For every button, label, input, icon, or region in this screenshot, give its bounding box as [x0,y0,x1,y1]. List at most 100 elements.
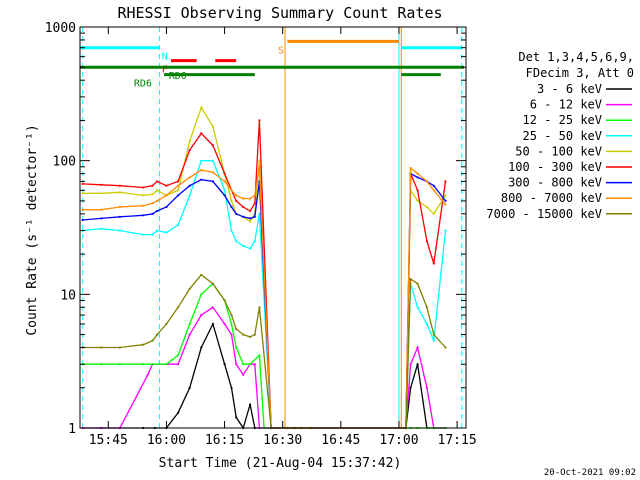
data-point [409,386,412,389]
data-point [156,209,159,213]
data-point [230,189,233,192]
legend-label-1: 6 - 12 keV [530,98,602,112]
data-point [230,205,233,209]
y-tick-label-0: 1 [68,422,76,437]
data-point [409,167,412,170]
data-point [188,322,191,326]
legend-label-6: 300 - 800 keV [508,176,602,190]
data-point [211,282,214,285]
legend-label-7: 800 - 7000 keV [501,191,602,205]
axis-tick-layer: 15:45 16:00 16:15 16:30 16:45 17:00 17:15 1 10 10… [45,21,477,448]
data-point [409,363,412,366]
data-point [177,354,180,357]
data-point [100,183,103,186]
data-point [235,212,238,215]
data-point [177,363,180,366]
data-point [165,322,168,326]
state-bar-label-1: F [162,65,168,76]
data-point [223,172,226,175]
data-point [211,144,214,147]
state-bar-label-3: RD0 [169,71,187,82]
data-point [81,182,84,185]
data-point [425,322,428,326]
data-point [235,199,238,202]
footer-date: 20-Oct-2021 09:02 [544,468,636,478]
state-bar-label-4: RD6 [134,79,152,90]
data-point [211,159,214,162]
data-point [151,212,154,215]
data-point [432,184,435,187]
data-point [223,180,226,183]
legend-label-4: 50 - 100 keV [515,144,602,158]
legend-label-3: 25 - 50 keV [523,129,602,143]
x-tick-label-3: 16:30 [263,433,302,448]
data-point [242,244,245,248]
data-point [223,194,226,197]
x-tick-label-5: 17:00 [379,433,418,448]
data-point [230,229,233,232]
data-point [188,386,191,389]
data-point [151,202,154,205]
data-point [118,184,121,187]
x-axis-label: Start Time (21-Aug-04 15:37:42) [159,456,402,471]
data-point [142,343,145,346]
data-point [156,199,159,202]
data-point [223,363,226,366]
data-point [444,346,447,349]
data-point [249,197,252,200]
data-point [249,220,252,223]
data-point [258,119,261,122]
data-point [200,178,203,181]
data-point [223,322,226,326]
data-point [425,386,428,389]
data-point [242,215,245,218]
data-point [118,215,121,218]
data-point [165,184,168,187]
data-point [416,172,419,175]
data-point [156,180,159,183]
data-point [230,322,233,326]
data-point [188,184,191,187]
data-point [188,176,191,179]
data-point [242,363,245,366]
data-point [249,247,252,250]
data-point [188,287,191,290]
data-point [425,240,428,243]
data-point [258,306,261,309]
data-point [177,194,180,197]
x-tick-label-2: 16:15 [205,433,244,448]
data-point [444,180,447,183]
data-point [200,169,203,172]
data-point [425,180,428,183]
data-point [151,233,154,236]
data-point [177,180,180,183]
data-point [142,186,145,189]
data-point [235,416,238,419]
data-point [81,192,84,195]
data-point [211,180,214,183]
data-point [258,165,261,168]
data-point [165,194,168,197]
data-point [211,306,214,309]
data-point [81,208,84,211]
data-point [142,233,145,236]
data-point [235,194,238,197]
data-point [142,363,145,366]
data-point [444,194,447,197]
data-point [81,218,84,222]
data-point [242,197,245,200]
data-point [444,229,447,232]
data-point [416,306,419,309]
data-point [142,204,145,207]
data-point [432,333,435,336]
data-point [146,373,149,376]
data-point [253,194,256,197]
data-point [211,125,214,128]
data-point [235,346,238,349]
data-point [444,203,447,206]
x-tick-label-6: 17:15 [438,433,477,448]
data-point [118,191,121,194]
data-point [409,278,412,281]
data-point [200,313,203,317]
